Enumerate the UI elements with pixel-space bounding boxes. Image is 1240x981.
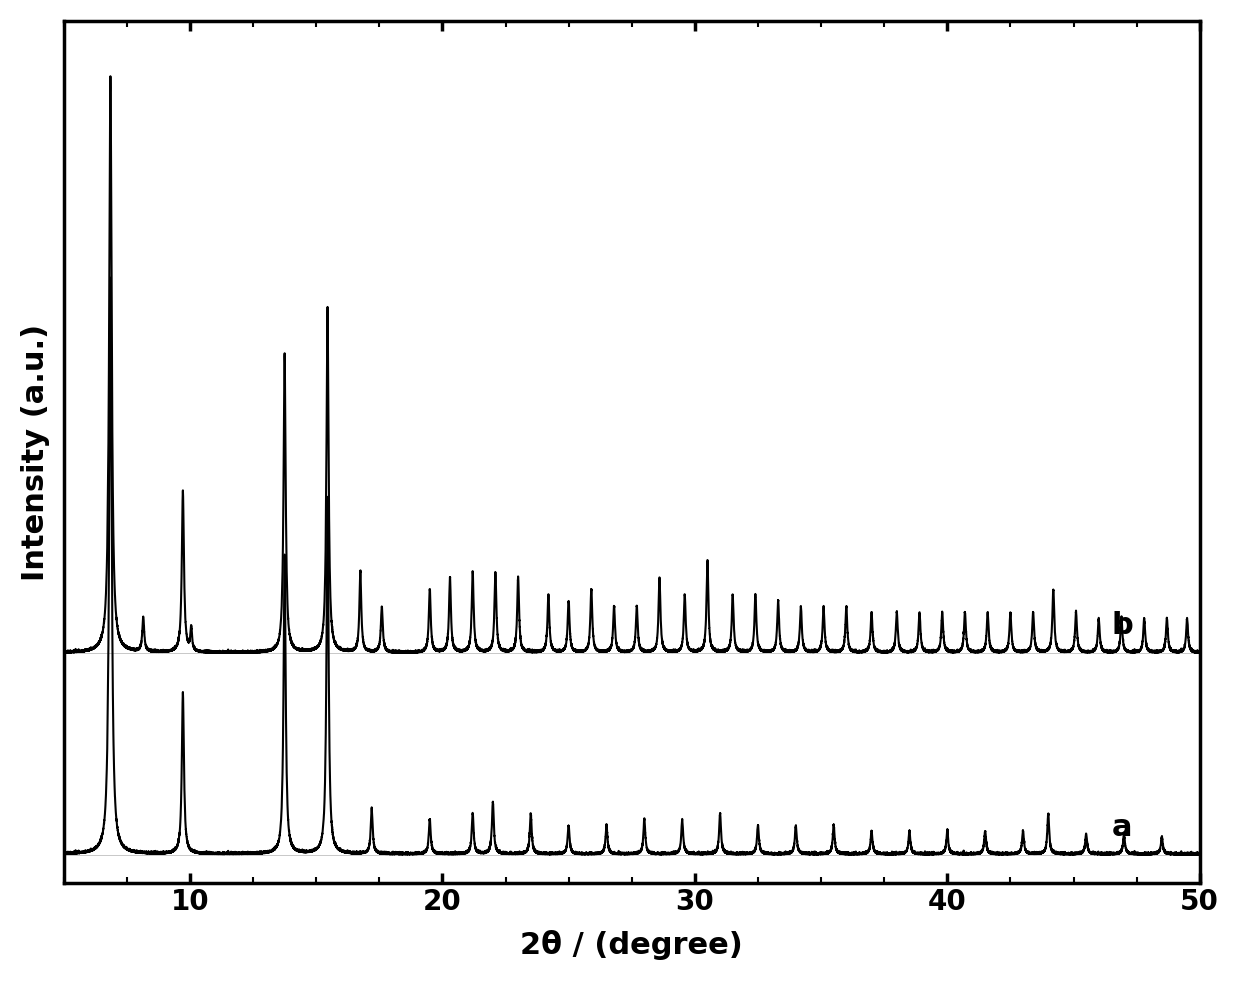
X-axis label: 2θ / (degree): 2θ / (degree): [521, 930, 743, 960]
Text: b: b: [1111, 611, 1133, 641]
Text: a: a: [1111, 813, 1132, 842]
Y-axis label: Intensity (a.u.): Intensity (a.u.): [21, 324, 50, 581]
